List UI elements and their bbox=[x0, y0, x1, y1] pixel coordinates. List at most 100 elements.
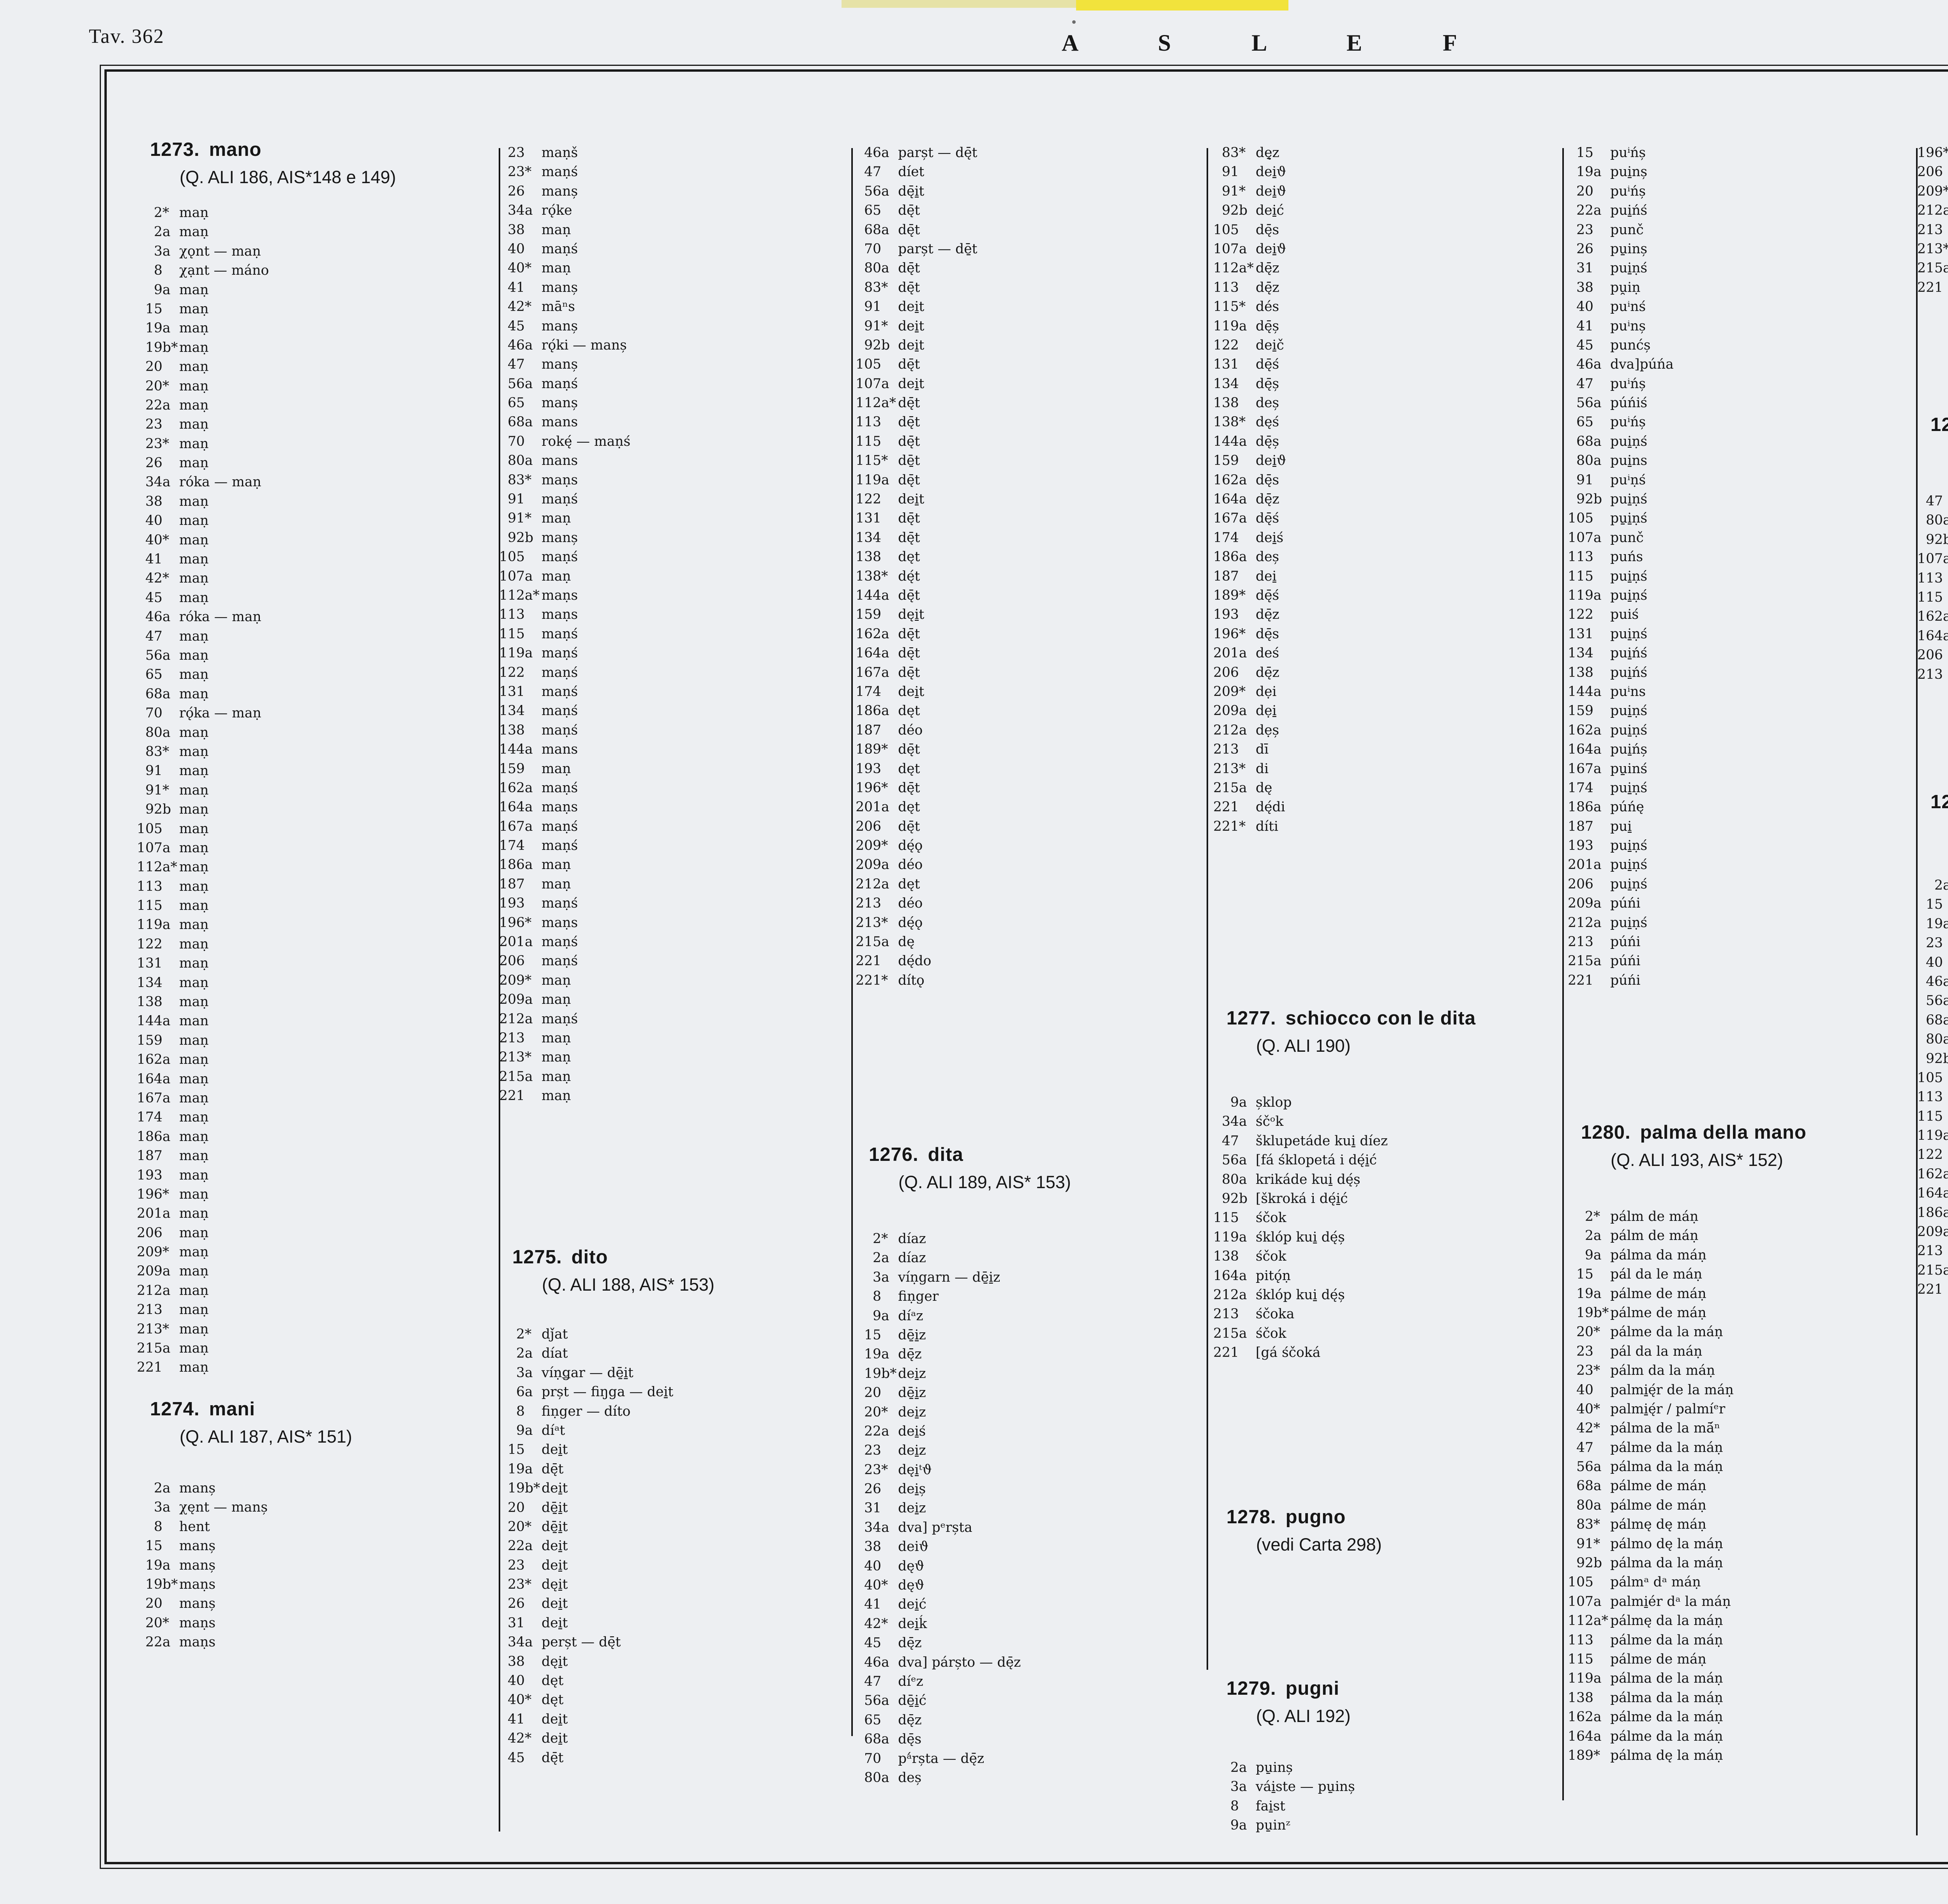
location-code-number: 162 bbox=[1213, 472, 1239, 488]
location-code-suffix: a bbox=[1239, 1171, 1247, 1187]
location-code: 206 bbox=[1899, 162, 1948, 182]
location-code: 45 bbox=[481, 317, 542, 336]
section-heading-1282: 1282.cavo della mano(Q. ALI 195) bbox=[1930, 791, 1948, 840]
location-code: 19 a bbox=[1899, 915, 1948, 934]
scan-artifact-yellow bbox=[1076, 0, 1288, 11]
dialect-form: pálmę dę máṇ bbox=[1610, 1517, 1706, 1533]
location-code-suffix: b bbox=[1593, 1555, 1602, 1571]
location-code-suffix bbox=[1593, 1689, 1610, 1708]
dialect-form: dę̄s bbox=[1256, 472, 1279, 488]
location-code-number: 3 bbox=[873, 1269, 881, 1285]
entry-row: 40 dęϑ bbox=[838, 1557, 1196, 1576]
location-code-suffix: a bbox=[525, 1365, 533, 1381]
location-code-number: 40 bbox=[864, 1577, 881, 1593]
location-code-suffix: b bbox=[525, 530, 534, 546]
location-code-suffix bbox=[1239, 1208, 1256, 1228]
dialect-form: dę̄z bbox=[1256, 279, 1279, 295]
location-code-suffix: a bbox=[1593, 395, 1602, 411]
entry-row: 221 * díti bbox=[1195, 817, 1554, 836]
location-code: 26 bbox=[119, 454, 179, 473]
location-code-suffix: * bbox=[1239, 299, 1246, 315]
dialect-form: [fá śklopetá i dę́i̱ć bbox=[1256, 1152, 1377, 1168]
entry-row: 91 maṇ bbox=[119, 761, 477, 781]
location-code: 80 a bbox=[1550, 451, 1610, 470]
location-code: 112 a* bbox=[119, 858, 179, 877]
location-code-suffix: a bbox=[162, 282, 171, 298]
location-code: 46 a bbox=[838, 143, 898, 162]
location-code-suffix bbox=[1239, 1797, 1256, 1816]
dialect-form: manș bbox=[542, 395, 578, 411]
location-code-suffix: b* bbox=[1593, 1305, 1609, 1321]
location-code-number: 26 bbox=[508, 183, 525, 199]
dialect-form: púńi bbox=[1610, 934, 1641, 950]
dialect-form: pálme da la máṇ bbox=[1610, 1728, 1723, 1744]
entry-row: 119 a pálma de la máṇ bbox=[1550, 1669, 1908, 1688]
location-code-suffix: * bbox=[1593, 1517, 1600, 1533]
location-code: 212 a bbox=[119, 1281, 179, 1300]
dialect-form: pálma da máṇ bbox=[1610, 1247, 1707, 1263]
location-code-number: 31 bbox=[1576, 260, 1593, 276]
dialect-form: puⁱńș bbox=[1610, 183, 1646, 199]
entry-row: 26 pu̱inș bbox=[1550, 240, 1908, 259]
location-code-number: 122 bbox=[856, 491, 881, 507]
location-code: 45 bbox=[838, 1634, 898, 1653]
dialect-form: fiṇger — díto bbox=[542, 1403, 631, 1419]
location-code-suffix: a bbox=[525, 818, 533, 834]
section-number: 1281. bbox=[1930, 414, 1948, 435]
dialect-form: palmi̱ę́r / palmíᵉr bbox=[1610, 1401, 1726, 1417]
location-code-suffix: b bbox=[881, 337, 890, 353]
dialect-form: pui̱ṇś bbox=[1610, 838, 1648, 854]
location-code-suffix bbox=[1593, 605, 1610, 624]
location-code-number: 186 bbox=[499, 857, 525, 873]
entry-row: 46 a dva] párșto — dę̄z bbox=[838, 1653, 1196, 1672]
entry-row: 56 a [fá śklopetá i dę́i̱ć bbox=[1195, 1151, 1554, 1170]
dialect-form: pálmę da la máṇ bbox=[1610, 1613, 1723, 1629]
dialect-form: [škroká i dę́i̱ć bbox=[1256, 1190, 1348, 1206]
entry-row: 47 šklupetáde kui̱ díez bbox=[1195, 1132, 1554, 1151]
dialect-form: pálma da la máṇ bbox=[1610, 1690, 1723, 1706]
location-code: 122 bbox=[1550, 605, 1610, 624]
section-number: 1278. bbox=[1226, 1507, 1276, 1528]
location-code-number: 215 bbox=[1213, 1325, 1239, 1341]
location-code-suffix bbox=[162, 1300, 179, 1319]
location-code-number: 19 bbox=[145, 1557, 162, 1573]
dialect-form: šklupetáde kui̱ díez bbox=[1256, 1133, 1388, 1149]
entry-row: 91 maṇś bbox=[481, 490, 840, 509]
dialect-form: dę̄t bbox=[898, 395, 920, 411]
location-code-number: 41 bbox=[508, 1711, 525, 1727]
location-code-suffix bbox=[162, 492, 179, 511]
location-code-suffix: a bbox=[525, 1069, 533, 1084]
location-code: 159 bbox=[838, 605, 898, 624]
entry-row: 196 * dę̄s bbox=[1195, 625, 1554, 644]
location-code: 20 * bbox=[481, 1517, 542, 1537]
location-code: 83 * bbox=[481, 471, 542, 490]
dialect-form: pui̱ṇś bbox=[1610, 915, 1648, 931]
entry-row: 92 b [škroká i dę́i̱ć bbox=[1195, 1189, 1554, 1208]
location-code-number: 159 bbox=[1213, 453, 1239, 469]
entry-row: 3 a χęnt — manș bbox=[119, 1498, 477, 1517]
dialect-form: maṇ bbox=[179, 917, 209, 933]
location-code-number: 20 bbox=[508, 1519, 525, 1535]
entry-row: 187 déo bbox=[838, 721, 1196, 740]
location-code-suffix: a bbox=[1239, 1287, 1247, 1303]
dialect-form: śčᵒk bbox=[1256, 1114, 1284, 1130]
location-code-number: 113 bbox=[1213, 279, 1239, 295]
location-code: 215 a bbox=[1899, 259, 1948, 278]
location-code-suffix bbox=[1943, 588, 1948, 607]
location-code-number: 46 bbox=[1926, 973, 1943, 989]
dialect-form: pálmᵃ dᵃ máṇ bbox=[1610, 1574, 1701, 1590]
location-code: 83 * bbox=[119, 742, 179, 761]
dialect-form: púńi bbox=[1610, 895, 1641, 911]
entry-row: 174 pui̱ṇś bbox=[1550, 779, 1908, 798]
location-code-suffix bbox=[1943, 953, 1948, 972]
entry-row: 46 a dva]púńa bbox=[1550, 355, 1908, 374]
location-code-suffix bbox=[525, 221, 542, 240]
location-code: 65 bbox=[119, 665, 179, 684]
entry-row: 131 maṇ bbox=[119, 954, 477, 973]
location-code: 209 a bbox=[1899, 1222, 1948, 1242]
location-code-number: 42 bbox=[145, 570, 162, 586]
entry-row: 70 pᵃ́rșta — dę̄z bbox=[838, 1749, 1196, 1768]
location-code-number: 34 bbox=[508, 203, 525, 219]
location-code-number: 119 bbox=[1568, 587, 1593, 603]
